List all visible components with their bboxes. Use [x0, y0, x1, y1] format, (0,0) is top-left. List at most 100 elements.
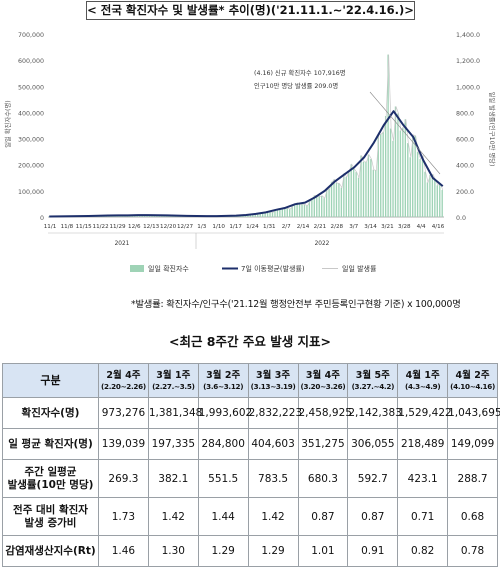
x-tick-label: 11/8 — [61, 224, 74, 230]
x-tick-label: 11/29 — [109, 224, 126, 230]
daily-cases-bar — [311, 199, 313, 217]
table-row: 감염재생산지수(Rt) 1.46 1.30 1.29 1.29 1.01 0.91 0.82 0… — [2, 535, 498, 567]
week-label: 4월 2주 — [455, 369, 490, 381]
table-cell: 680.3 — [297, 459, 349, 498]
x-tick-label: 1/31 — [263, 224, 276, 230]
daily-cases-bar — [148, 215, 151, 217]
table-cell: 1.73 — [98, 497, 149, 536]
legend-swatch-bars — [130, 265, 144, 272]
daily-cases-bar — [392, 140, 394, 217]
daily-cases-bar — [271, 212, 274, 217]
left-y-tick-label: 600,000 — [18, 58, 44, 65]
table-title: <최근 8주간 주요 발생 지표> — [168, 334, 332, 349]
table-cell: 269.3 — [98, 459, 149, 498]
daily-cases-bar — [281, 209, 284, 217]
daily-cases-bar — [257, 213, 259, 217]
daily-cases-bar — [426, 182, 429, 217]
table-cell: 0.78 — [447, 535, 498, 567]
row-label-line: 전주 대비 확진자 — [13, 503, 88, 516]
daily-cases-bar — [296, 202, 298, 217]
daily-cases-bar — [429, 175, 431, 217]
week-header: 3월 1주 (2.27.~3.5) — [147, 363, 199, 398]
daily-cases-bar — [313, 195, 315, 217]
right-y-axis: 1,400.0 1,200.0 1,000.0 800.0 600.0 400.0 200.… — [456, 32, 497, 222]
table-cell: 0.87 — [347, 497, 399, 536]
x-tick-label: 2/7 — [282, 224, 291, 230]
right-y-tick-label: 800.0 — [456, 110, 474, 117]
daily-cases-bar — [249, 214, 252, 217]
week-range: (3.27.~4.2) — [351, 381, 395, 391]
daily-cases-bar — [333, 179, 335, 217]
table-cell: 0.91 — [347, 535, 399, 567]
chart-legend: 일일 확진자수 7일 이동평균(발생률) 일일 발생률 — [130, 264, 377, 273]
daily-cases-bar — [146, 215, 148, 217]
daily-cases-bar — [365, 161, 367, 217]
daily-cases-bar — [303, 204, 306, 217]
week-label: 3월 2주 — [206, 369, 241, 381]
table-cell: 1.30 — [147, 535, 199, 567]
row-label: 전주 대비 확진자 발생 증가비 — [2, 497, 99, 536]
x-tick-label: 4/4 — [417, 224, 426, 230]
daily-cases-bar — [345, 177, 347, 217]
x-tick-label: 3/21 — [381, 224, 394, 230]
daily-cases-bar — [168, 215, 170, 217]
week-label: 2월 4주 — [106, 369, 141, 381]
daily-cases-bar — [244, 215, 247, 217]
table-cell: 288.7 — [447, 459, 498, 498]
table-cell: 1.29 — [247, 535, 299, 567]
daily-cases-bar — [419, 159, 421, 217]
table-cell: 2,458,925 — [297, 397, 352, 429]
week-label: 3월 4주 — [305, 369, 340, 381]
table-cell: 551.5 — [197, 459, 249, 498]
daily-cases-bar — [306, 205, 308, 217]
daily-cases-bar — [434, 179, 436, 217]
daily-cases-bar — [352, 168, 355, 217]
daily-cases-bar — [362, 161, 365, 217]
right-y-axis-title: 일일 발생률(인구10만 명당) — [488, 92, 497, 167]
daily-cases-bar — [325, 189, 328, 217]
daily-cases-bar — [134, 215, 136, 217]
week-label: 3월 3주 — [256, 369, 291, 381]
right-y-tick-label: 600.0 — [456, 137, 474, 144]
daily-cases-bar — [414, 135, 416, 217]
left-y-tick-label: 500,000 — [18, 84, 44, 91]
week-range: (4.10~4.16) — [450, 381, 495, 391]
daily-cases-bar — [335, 182, 338, 217]
week-range: (2.20~2.26) — [101, 381, 146, 391]
daily-cases-bar — [387, 54, 389, 217]
daily-cases-bar — [116, 215, 119, 217]
daily-cases-bar — [372, 169, 375, 217]
daily-cases-bar — [298, 204, 301, 217]
table-cell: 1,381,348 — [147, 397, 202, 429]
table-cell: 382.1 — [147, 459, 199, 498]
daily-cases-bar — [261, 212, 264, 217]
chart-title: < 전국 확진자수 및 발생률* 추이(명)('21.11.1.~'22.4.1… — [86, 1, 415, 20]
daily-cases-bar — [370, 158, 372, 217]
daily-cases-bar — [348, 170, 350, 217]
week-label: 3월 5주 — [355, 369, 390, 381]
table-row: 주간 일평균 발생률(10만 명당) 269.3 382.1 551.5 783.5 680… — [2, 459, 498, 498]
table-row: 일 평균 확진자(명) 139,039 197,335 284,800 404,603 3… — [2, 428, 498, 460]
table-cell: 351,275 — [297, 428, 349, 460]
daily-cases-bar — [136, 215, 138, 217]
annotation-line: (4.16) 신규 확진자수 107,916명 — [254, 68, 346, 77]
footnote: *발생률: 확진자수/인구수('21.12월 행정안전부 주민등록인구현황 기준… — [131, 299, 461, 310]
daily-cases-bar — [308, 201, 311, 217]
row-label: 주간 일평균 발생률(10만 명당) — [2, 459, 99, 498]
week-header: 3월 4주 (3.20~3.26) — [297, 363, 349, 398]
daily-cases-bar — [266, 211, 269, 217]
table-cell: 592.7 — [347, 459, 399, 498]
daily-cases-bar — [340, 187, 343, 217]
row-label-line: 감염재생산지수(Rt) — [5, 544, 96, 557]
daily-cases-bar — [328, 188, 330, 217]
table-cell: 1.01 — [297, 535, 349, 567]
table-cell: 1.29 — [197, 535, 249, 567]
x-tick-label: 3/28 — [398, 224, 411, 230]
daily-cases-bar — [389, 128, 392, 217]
right-y-tick-label: 1,200.0 — [456, 58, 480, 65]
daily-cases-bar — [399, 130, 402, 217]
table-row: 확진자수(명) 973,276 1,381,348 1,993,602 2,832,22… — [2, 397, 500, 429]
year-label: 2021 — [115, 241, 130, 247]
daily-cases-bar — [421, 155, 424, 217]
